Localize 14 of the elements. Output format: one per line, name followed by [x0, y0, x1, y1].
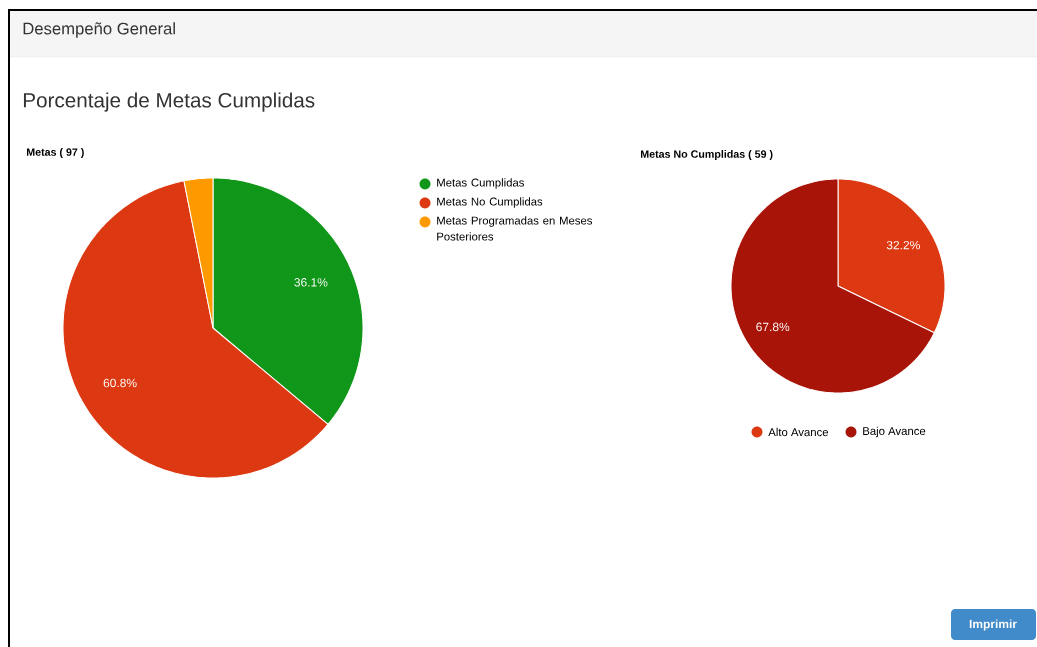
legend-label: Metas No Cumplidas — [437, 197, 543, 208]
data-label: 32.2% — [886, 240, 920, 250]
chart-title: Metas ( 97 ) — [26, 148, 84, 158]
legend-label: Metas Cumplidas — [437, 178, 525, 189]
data-label: 36.1% — [294, 278, 328, 287]
text: Porcentaje de Metas Cumplidas — [23, 92, 315, 112]
data-label: 60.8% — [103, 378, 137, 388]
data-label: 67.8% — [756, 322, 790, 332]
legend-label: Alto Avance — [768, 427, 829, 437]
text: Imprimir — [969, 619, 1017, 631]
chart-title: Metas No Cumplidas ( 59 ) — [640, 150, 773, 160]
text: Desempeño General — [23, 22, 175, 38]
legend-label: Bajo Avance — [863, 426, 926, 438]
legend-label: Metas Programadas en Meses Posteriores — [437, 216, 593, 241]
